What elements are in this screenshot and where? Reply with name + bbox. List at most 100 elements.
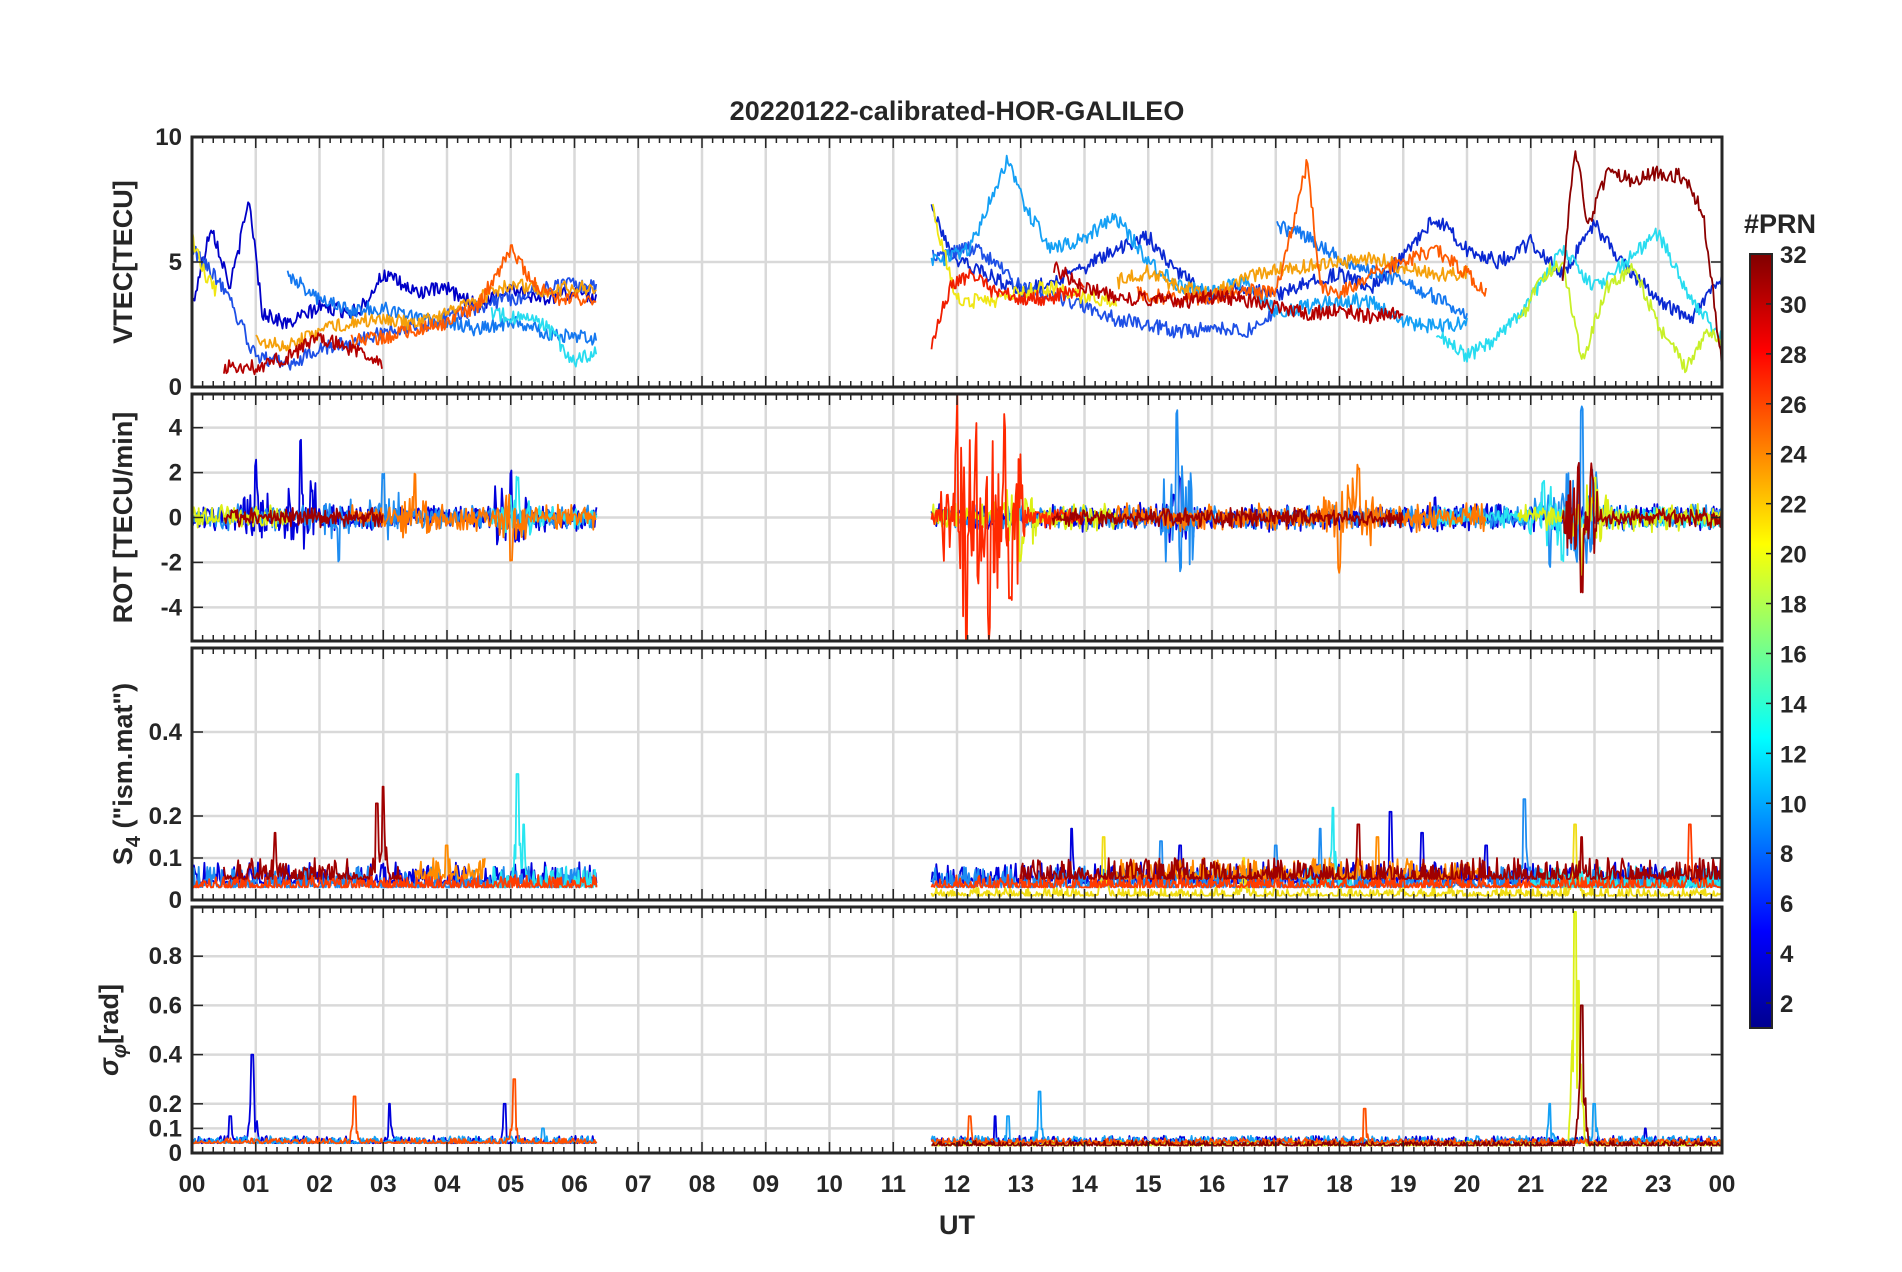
- x-tick-label: 01: [242, 1171, 269, 1198]
- x-tick-label: 05: [497, 1171, 524, 1198]
- colorbar-tick-label: 12: [1780, 741, 1807, 768]
- y-tick-label: 4: [169, 415, 183, 442]
- y-tick-label: 0: [169, 887, 182, 914]
- panel-sigma-phi: 00.10.2 0.4 0.6 0.8 σφ[rad]: [94, 905, 1724, 1167]
- x-tick-label: 07: [625, 1171, 652, 1198]
- x-tick-label: 23: [1645, 1171, 1672, 1198]
- series-line-prn-6: [192, 241, 1277, 371]
- y-tick-label: 10: [155, 124, 182, 151]
- x-tick-label: 19: [1390, 1171, 1417, 1198]
- colorbar-tick-label: 32: [1780, 242, 1807, 269]
- colorbar-tick-label: 24: [1780, 442, 1807, 469]
- x-tick-label: 16: [1199, 1171, 1226, 1198]
- x-tick-label: 02: [306, 1171, 333, 1198]
- colorbar-gradient: [1749, 253, 1773, 1029]
- series-line-prn-24: [350, 472, 597, 562]
- series-line-prn-27: [930, 268, 1085, 350]
- y-axis-label: VTEC[TECU]: [108, 180, 138, 344]
- x-tick-label: 09: [752, 1171, 779, 1198]
- series-line-prn-19: [1517, 476, 1722, 577]
- series-line-prn-26: [192, 874, 598, 889]
- colorbar-tick-label: 14: [1780, 691, 1807, 718]
- y-axis-label: ROT [TECU/min]: [108, 412, 138, 623]
- series-line-prn-31: [931, 1004, 1722, 1147]
- colorbar-tick-label: 20: [1780, 542, 1807, 569]
- y-tick-label: 0.4: [149, 719, 183, 746]
- panel-rot: -4 -2 0 2 4 ROT [TECU/min]: [108, 392, 1724, 643]
- y-tick-label: -4: [161, 594, 183, 621]
- y-axis-label: S4 ("ism.mat"): [108, 683, 145, 865]
- panel-s4: 0 0.1 0.2 0.4S4 ("ism.mat"): [108, 646, 1724, 914]
- y-tick-label: 5: [169, 249, 182, 276]
- colorbar-tick-label: 16: [1780, 641, 1807, 668]
- series-line-prn-26: [930, 823, 1722, 889]
- y-tick-label: -2: [161, 549, 182, 576]
- series-group: [192, 150, 1722, 376]
- x-tick-label: 03: [370, 1171, 397, 1198]
- x-tick-label: 11: [881, 1171, 906, 1198]
- colorbar-tick-label: 30: [1780, 292, 1807, 319]
- series-line-prn-25: [192, 1078, 598, 1145]
- colorbar-label: #PRN: [1744, 209, 1816, 239]
- y-tick-label: 0.2: [149, 1091, 182, 1118]
- series-line-prn-25: [930, 1107, 1722, 1145]
- x-tick-label: 12: [944, 1171, 971, 1198]
- y-tick-label: 0.2: [149, 803, 182, 830]
- series-line-prn-4: [930, 204, 1722, 325]
- colorbar-tick-label: 22: [1780, 492, 1807, 519]
- x-tick-label: 17: [1262, 1171, 1289, 1198]
- colorbar-tick-label: 26: [1780, 392, 1807, 419]
- axes-frame: [190, 646, 1724, 902]
- series-line-prn-30: [1051, 506, 1404, 529]
- colorbar-tick-label: 2: [1780, 991, 1793, 1018]
- series-line-prn-30: [223, 261, 1404, 376]
- y-tick-label: 0.1: [149, 1115, 182, 1142]
- colorbar-tick-label: 18: [1780, 592, 1807, 619]
- x-axis: 00 01 02 03 04 05 06 07 08 09 10 11 12 13 14 15 16 17 18 19…: [179, 1171, 1736, 1198]
- colorbar-tick-label: 6: [1780, 891, 1793, 918]
- colorbar-tick-label: 8: [1780, 841, 1793, 868]
- series-line-prn-30: [1019, 823, 1722, 880]
- series-line-prn-2: [192, 201, 598, 330]
- y-axis-label: σφ[rad]: [94, 984, 131, 1076]
- y-tick-label: 0: [169, 374, 182, 401]
- x-tick-label: 04: [434, 1171, 461, 1198]
- x-tick-label: 00: [1709, 1171, 1736, 1198]
- x-tick-label: 15: [1135, 1171, 1162, 1198]
- x-tick-label: 21: [1517, 1171, 1544, 1198]
- y-tick-label: 0: [169, 505, 182, 532]
- axes-frame: [190, 905, 1724, 1155]
- x-tick-label: 20: [1454, 1171, 1481, 1198]
- x-tick-label: 06: [561, 1171, 588, 1198]
- y-tick-label: 0.1: [149, 845, 182, 872]
- x-tick-label: 08: [689, 1171, 716, 1198]
- y-tick-label: 2: [169, 460, 182, 487]
- x-tick-label: 00: [179, 1171, 206, 1198]
- series-line-prn-30: [1561, 462, 1722, 594]
- series-group: [192, 773, 1722, 897]
- y-tick-label: 0.6: [149, 992, 182, 1019]
- x-tick-label: 14: [1071, 1171, 1098, 1198]
- colorbar-tick-label: 28: [1780, 342, 1807, 369]
- series-line-prn-31: [1561, 150, 1722, 373]
- series-line-prn-18: [1517, 260, 1722, 374]
- y-tick-label: 0.8: [149, 943, 182, 970]
- series-line-prn-30: [223, 507, 384, 529]
- y-tick-label: 0: [169, 1140, 182, 1167]
- axes-frame: [190, 392, 1724, 643]
- colorbar-tick-label: 4: [1780, 941, 1794, 968]
- x-axis-label: UT: [939, 1210, 975, 1240]
- chart-title: 20220122-calibrated-HOR-GALILEO: [730, 96, 1185, 126]
- panel-vtec: 0 5 10 VTEC[TECU]: [108, 124, 1724, 401]
- x-tick-label: 18: [1326, 1171, 1353, 1198]
- series-group: [192, 394, 1722, 641]
- series-line-prn-13: [490, 227, 1722, 368]
- x-tick-label: 22: [1581, 1171, 1608, 1198]
- series-line-prn-30: [223, 785, 403, 880]
- x-tick-label: 13: [1007, 1171, 1034, 1198]
- x-tick-label: 10: [816, 1171, 843, 1198]
- series-group: [192, 911, 1722, 1147]
- axes-frame: [190, 135, 1724, 389]
